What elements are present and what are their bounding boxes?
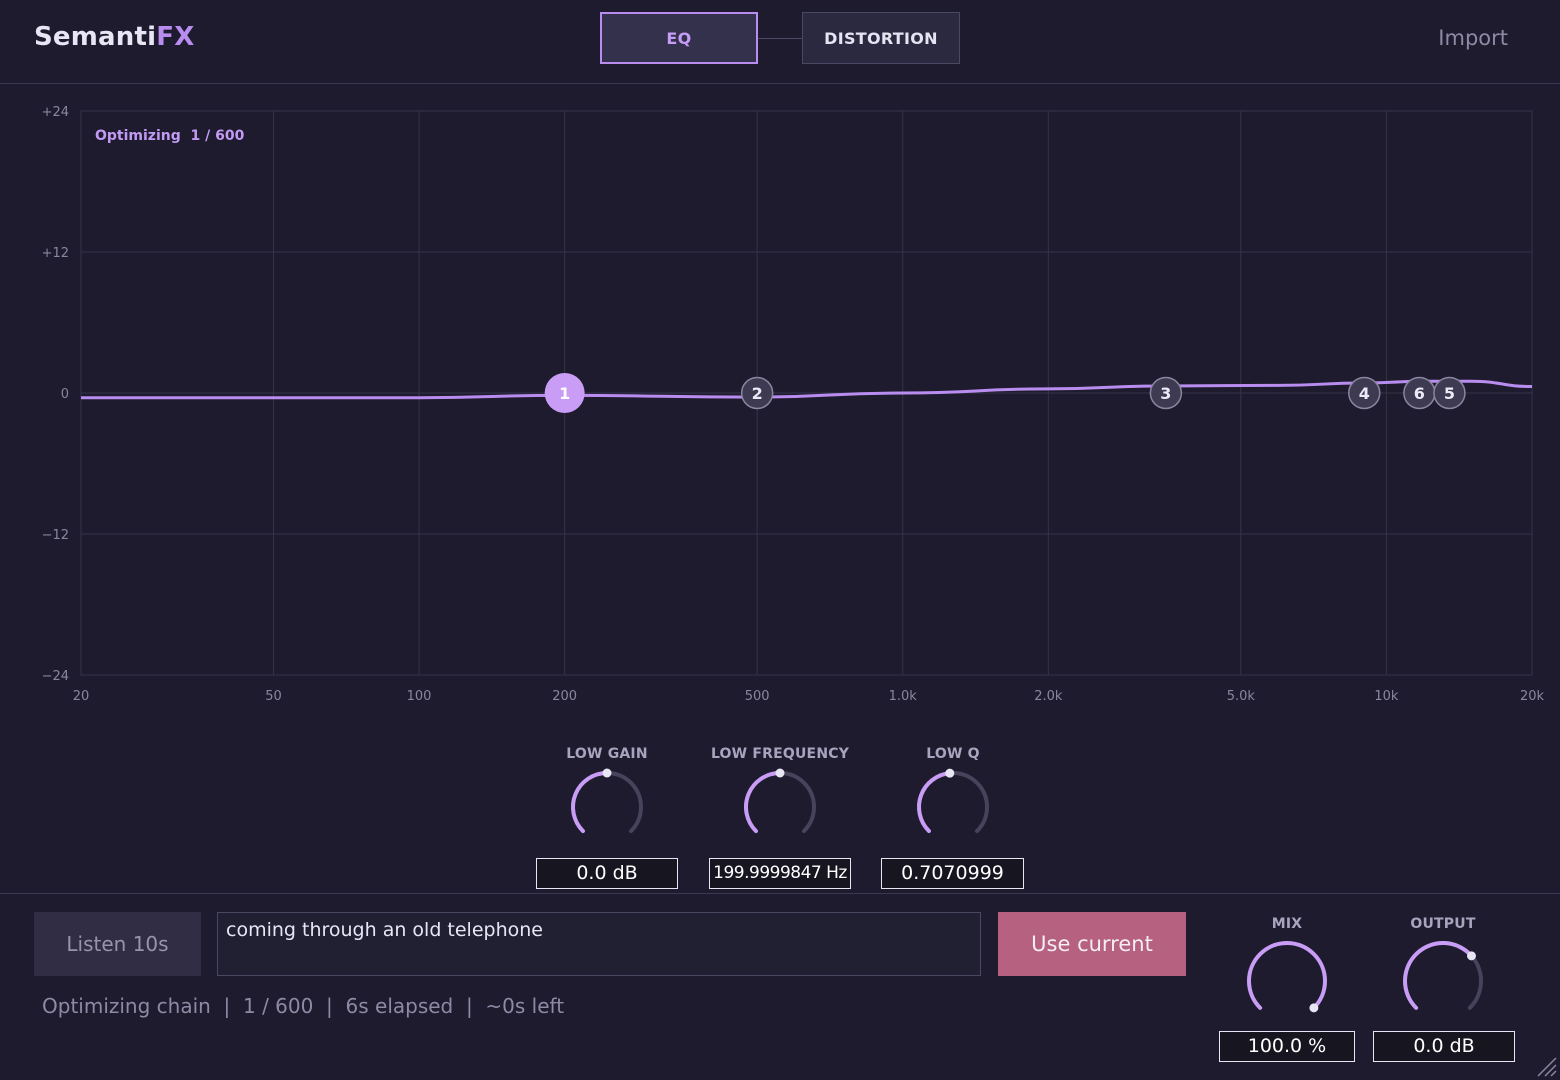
x-tick-label: 2.0k <box>1034 689 1063 704</box>
optimization-status: Optimizing chain | 1 / 600 | 6s elapsed … <box>42 994 565 1018</box>
y-tick-label: −24 <box>42 669 69 684</box>
y-tick-label: −12 <box>42 528 69 543</box>
band-node-label: 5 <box>1444 384 1455 403</box>
mix-knob[interactable] <box>1237 932 1337 1022</box>
logo-text-main: Semanti <box>34 22 157 52</box>
low-frequency-control: LOW FREQUENCY <box>705 746 855 844</box>
band-node-circle <box>1348 376 1381 410</box>
tab-eq[interactable]: EQ <box>600 12 758 64</box>
eq-band-node-4[interactable]: 4 <box>1348 376 1381 410</box>
optimizing-status-label: Optimizing 1 / 600 <box>95 128 245 144</box>
header-bar: SemantiFX EQ DISTORTION Import <box>0 0 1560 84</box>
knob-indicator <box>1467 951 1477 961</box>
knob-value-arc <box>571 771 609 834</box>
low-gain-control: LOW GAIN <box>532 746 682 844</box>
low-frequency-label: LOW FREQUENCY <box>710 746 850 762</box>
knob-indicator <box>1309 1003 1319 1013</box>
y-tick-label: 0 <box>61 387 69 402</box>
resize-grip-icon[interactable] <box>1534 1054 1558 1078</box>
y-tick-label: +12 <box>42 246 69 261</box>
tab-connector <box>758 38 802 39</box>
output-control: OUTPUT <box>1368 916 1518 1022</box>
low-q-control: LOW Q <box>878 746 1028 844</box>
low-gain-value[interactable]: 0.0 dB <box>536 858 678 889</box>
output-label: OUTPUT <box>1410 916 1476 932</box>
output-knob[interactable] <box>1393 932 1493 1022</box>
low-q-value[interactable]: 0.7070999 <box>881 858 1024 889</box>
low-frequency-knob[interactable] <box>735 762 825 844</box>
x-tick-label: 500 <box>745 689 770 704</box>
eq-band-node-6[interactable]: 6 <box>1403 376 1436 410</box>
mix-value[interactable]: 100.0 % <box>1219 1031 1355 1062</box>
logo-text-fx: FX <box>156 22 195 52</box>
eq-band-node-5[interactable]: 5 <box>1433 376 1466 410</box>
prompt-input[interactable] <box>217 912 981 976</box>
x-tick-label: 1.0k <box>889 689 918 704</box>
eq-response-curve <box>80 379 1533 400</box>
tab-distortion[interactable]: DISTORTION <box>802 12 960 64</box>
band-node-circle <box>740 376 774 410</box>
band-node-label: 1 <box>559 384 570 403</box>
mix-control: MIX <box>1212 916 1362 1022</box>
low-gain-label: LOW GAIN <box>566 746 648 762</box>
eq-graph[interactable]: 20 50 100 200 500 1.0k 2.0k 5.0k 10k 20k +24 +12 0 −1… <box>0 85 1560 725</box>
footer-divider <box>0 893 1560 894</box>
eq-band-node-2[interactable]: 2 <box>740 376 774 410</box>
knob-value-arc <box>1247 941 1327 1010</box>
band-node-label: 4 <box>1359 384 1370 403</box>
band-node-circle <box>1149 376 1183 410</box>
knob-value-arc <box>917 771 952 834</box>
knob-value-arc <box>1403 941 1474 1010</box>
knob-indicator <box>945 768 955 778</box>
band-node-label: 6 <box>1414 384 1425 403</box>
band-node-circle <box>544 373 585 413</box>
low-q-label: LOW Q <box>926 746 980 762</box>
x-tick-label: 5.0k <box>1227 689 1256 704</box>
band-node-label: 2 <box>752 384 763 403</box>
low-frequency-value[interactable]: 199.9999847 Hz <box>709 858 851 889</box>
eq-band-node-1[interactable]: 1 <box>544 373 585 413</box>
use-current-button[interactable]: Use current <box>998 912 1186 976</box>
knob-indicator <box>775 768 785 778</box>
y-tick-label: +24 <box>42 105 69 120</box>
x-tick-label: 100 <box>407 689 432 704</box>
mix-label: MIX <box>1271 916 1303 932</box>
x-tick-label: 10k <box>1374 689 1399 704</box>
x-tick-label: 20 <box>73 689 90 704</box>
knob-value-arc <box>744 771 782 834</box>
app-logo: SemantiFX <box>34 22 194 52</box>
low-q-knob[interactable] <box>908 762 998 844</box>
band-node-circle <box>1433 376 1466 410</box>
knob-indicator <box>602 768 612 778</box>
import-button[interactable]: Import <box>1438 26 1508 50</box>
low-gain-knob[interactable] <box>562 762 652 844</box>
x-tick-label: 50 <box>265 689 282 704</box>
eq-band-node-3[interactable]: 3 <box>1149 376 1183 410</box>
listen-button[interactable]: Listen 10s <box>34 912 201 976</box>
output-value[interactable]: 0.0 dB <box>1373 1031 1515 1062</box>
x-tick-label: 200 <box>552 689 577 704</box>
band-node-label: 3 <box>1160 384 1171 403</box>
x-tick-label: 20k <box>1520 689 1545 704</box>
